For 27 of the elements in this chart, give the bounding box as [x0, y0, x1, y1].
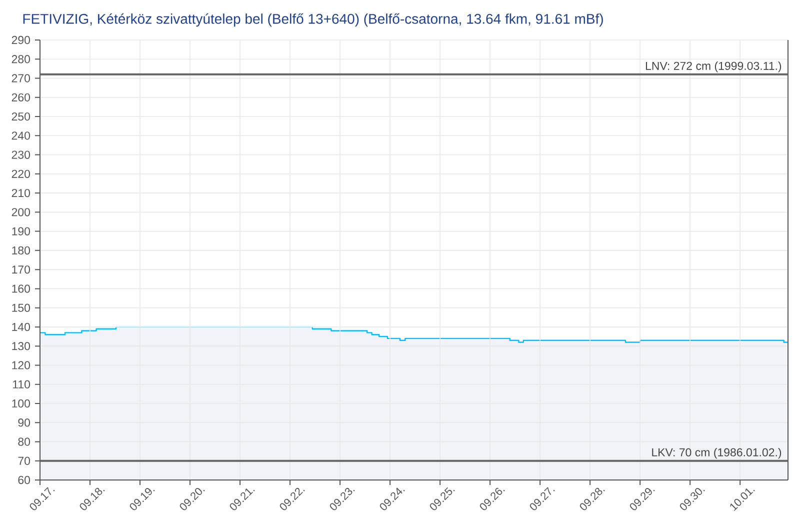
- y-tick-label: 180: [12, 246, 30, 254]
- y-tick-label: 150: [12, 304, 30, 312]
- ref-line-label: LKV: 70 cm (1986.01.02.): [652, 448, 782, 459]
- y-tick-label: 260: [12, 93, 30, 102]
- y-tick-label: 90: [18, 418, 30, 427]
- y-tick-label: 140: [12, 322, 30, 332]
- y-tick-label: 110: [13, 380, 30, 388]
- y-tick-label: 120: [12, 361, 30, 370]
- y-tick-label: 100: [12, 399, 30, 408]
- y-tick-label: 170: [12, 265, 30, 274]
- y-tick-label: 130: [12, 342, 30, 350]
- y-tick-label: 240: [12, 132, 30, 140]
- ref-line-label: LNV: 272 cm (1999.03.11.): [646, 62, 782, 72]
- y-tick-label: 250: [12, 112, 30, 121]
- y-tick-label: 80: [18, 438, 30, 446]
- y-tick-label: 200: [12, 208, 30, 216]
- y-tick-label: 290: [12, 36, 30, 44]
- y-tick-label: 160: [12, 284, 30, 293]
- y-tick-label: 280: [12, 55, 30, 64]
- y-tick-label: 70: [18, 456, 30, 465]
- y-tick-label: 60: [18, 476, 30, 484]
- y-tick-label: 270: [12, 74, 30, 82]
- y-tick-label: 220: [12, 170, 30, 178]
- chart-title: FETIVIZIG, Kétérköz szivattyútelep bel (Belfő 13+640) (Belfő-csatorna, 13.64 fkm, 91.61 mBf): [23, 13, 603, 27]
- y-tick-label: 230: [12, 150, 30, 159]
- y-tick-label: 210: [12, 188, 30, 198]
- y-tick-label: 190: [12, 227, 30, 236]
